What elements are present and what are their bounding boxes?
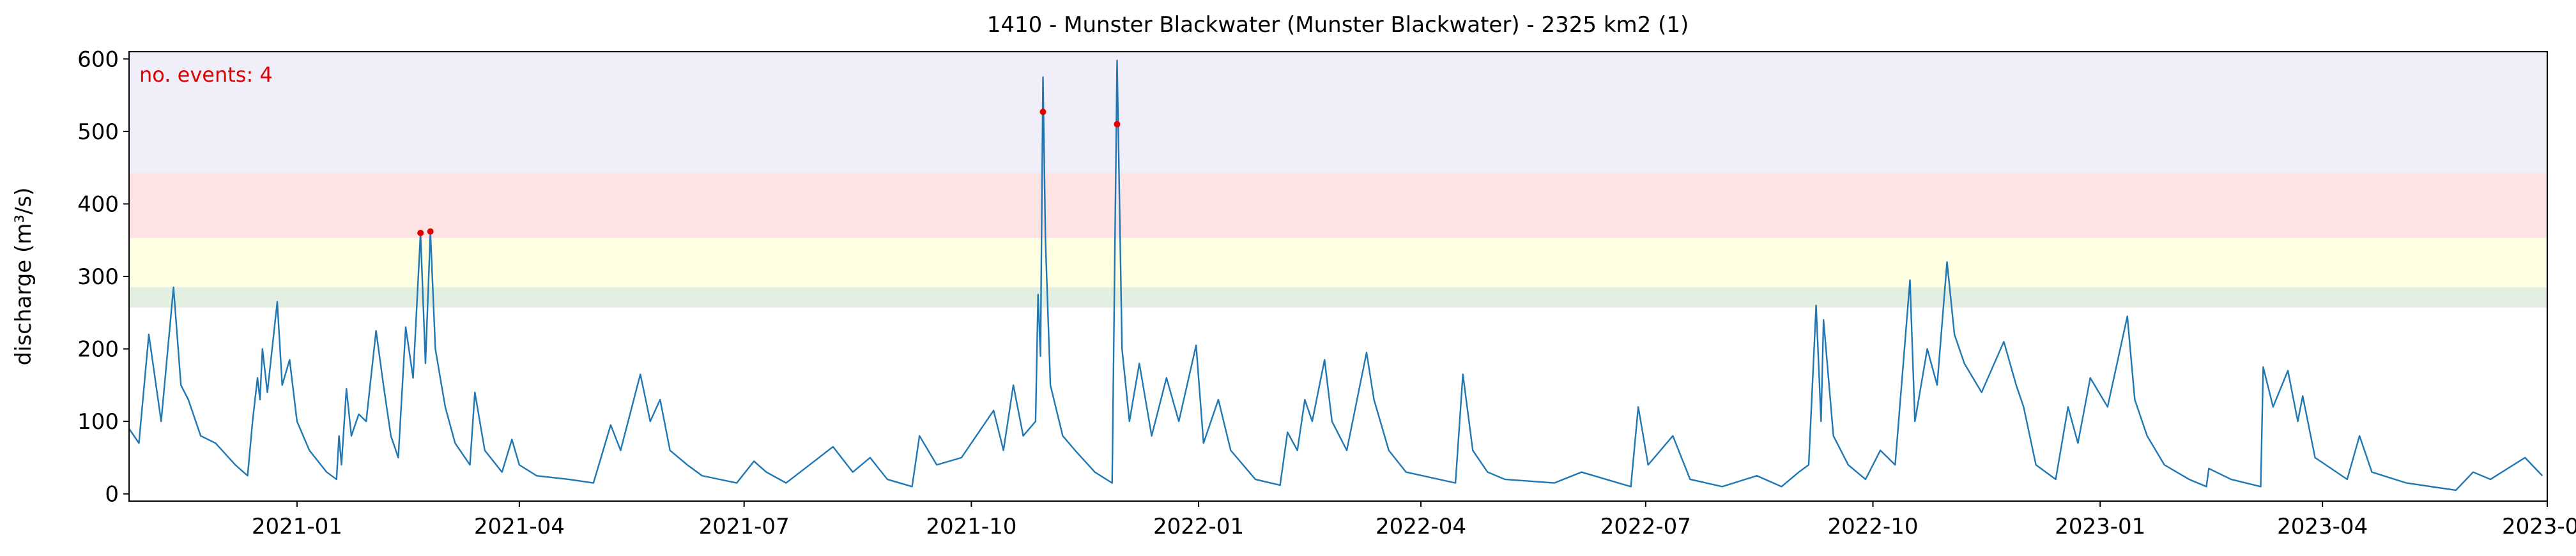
y-tick-label: 500 [77, 119, 119, 145]
x-tick-label: 2022-04 [1376, 514, 1466, 539]
event-point [1039, 109, 1046, 116]
x-tick-label: 2023-04 [2277, 514, 2368, 539]
chart-title: 1410 - Munster Blackwater (Munster Black… [987, 12, 1689, 38]
y-tick-label: 400 [77, 192, 119, 217]
threshold-band [129, 52, 2547, 173]
x-tick-label: 2023-07 [2502, 514, 2576, 539]
x-tick-label: 2021-07 [699, 514, 790, 539]
x-tick-label: 2023-01 [2055, 514, 2145, 539]
x-tick-label: 2021-01 [252, 514, 342, 539]
y-tick-label: 200 [77, 337, 119, 363]
y-tick-label: 600 [77, 47, 119, 72]
x-tick-label: 2022-01 [1153, 514, 1244, 539]
y-tick-label: 100 [77, 409, 119, 435]
y-tick-label: 300 [77, 264, 119, 290]
x-tick-label: 2021-10 [926, 514, 1016, 539]
y-tick-label: 0 [105, 482, 119, 507]
event-point [1114, 121, 1121, 128]
threshold-band [129, 172, 2547, 238]
discharge-line [129, 59, 2543, 492]
event-point [427, 228, 434, 235]
x-tick-label: 2021-04 [474, 514, 565, 539]
x-tick-label: 2022-07 [1600, 514, 1691, 539]
event-point [417, 229, 424, 236]
y-axis-label: discharge (m³/s) [11, 188, 36, 366]
x-tick-label: 2022-10 [1827, 514, 1918, 539]
event-count-annotation: no. events: 4 [139, 63, 273, 87]
threshold-band [129, 237, 2547, 288]
threshold-band [129, 287, 2547, 308]
